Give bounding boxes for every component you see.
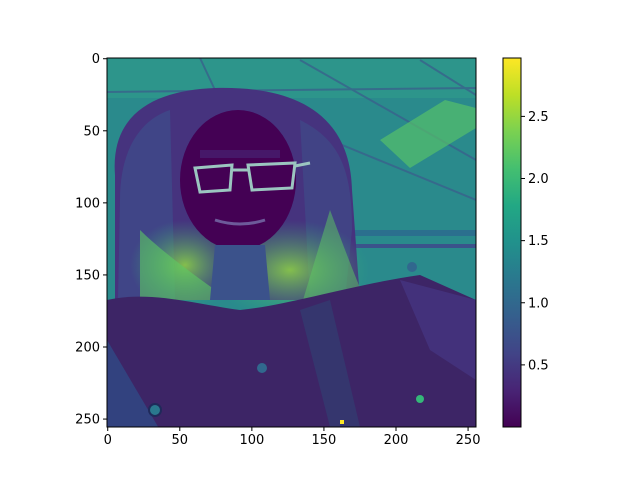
x-tick-label: 200 [384, 433, 409, 448]
jacket [107, 275, 476, 427]
colorbar-tick-label: 0.5 [528, 358, 549, 373]
y-tick-label: 50 [83, 124, 100, 139]
x-tick-label: 0 [104, 433, 112, 448]
y-tick-label: 0 [92, 52, 100, 67]
y-tick-label: 100 [75, 196, 100, 211]
neck [210, 245, 270, 300]
colorbar-tick-label: 1.0 [528, 296, 549, 311]
colorbar-tick-label: 2.5 [528, 110, 549, 125]
x-tick-label: 50 [172, 433, 189, 448]
x-tick-label: 150 [312, 433, 337, 448]
axes-frame [106, 57, 477, 428]
y-tick-label: 250 [75, 413, 100, 428]
colorbar-tick-label: 2.0 [528, 172, 549, 187]
y-axis: 0 50 100 150 200 250 [75, 52, 107, 428]
x-axis: 0 50 100 150 200 250 [104, 427, 481, 448]
y-tick-label: 200 [75, 341, 100, 356]
ceiling-light [380, 100, 476, 168]
x-tick-label: 100 [239, 433, 264, 448]
colorbar-axis: 0.5 1.0 1.5 2.0 2.5 [521, 110, 549, 373]
y-tick-label: 150 [75, 268, 100, 283]
glasses [193, 161, 311, 194]
face [180, 110, 296, 250]
heatmap-image [107, 58, 476, 427]
colorbar [503, 58, 521, 427]
colorbar-tick-label: 1.5 [528, 234, 549, 249]
colorbar-frame [502, 57, 522, 428]
x-tick-label: 250 [456, 433, 481, 448]
